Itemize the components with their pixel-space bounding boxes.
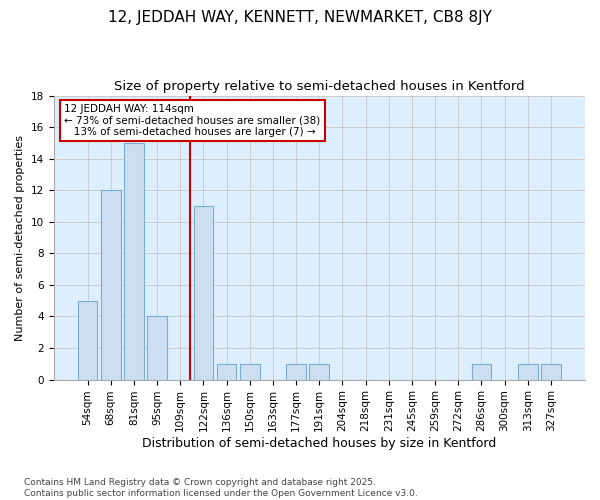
Bar <box>472 364 491 380</box>
Text: 12, JEDDAH WAY, KENNETT, NEWMARKET, CB8 8JY: 12, JEDDAH WAY, KENNETT, NEWMARKET, CB8 … <box>108 10 492 25</box>
Bar <box>286 364 306 380</box>
Text: Contains HM Land Registry data © Crown copyright and database right 2025.
Contai: Contains HM Land Registry data © Crown c… <box>24 478 418 498</box>
Bar <box>541 364 561 380</box>
Bar <box>194 206 213 380</box>
Bar <box>518 364 538 380</box>
Text: 12 JEDDAH WAY: 114sqm
← 73% of semi-detached houses are smaller (38)
   13% of s: 12 JEDDAH WAY: 114sqm ← 73% of semi-deta… <box>64 104 320 138</box>
Bar <box>217 364 236 380</box>
Bar <box>147 316 167 380</box>
X-axis label: Distribution of semi-detached houses by size in Kentford: Distribution of semi-detached houses by … <box>142 437 496 450</box>
Bar <box>77 300 97 380</box>
Bar <box>124 143 144 380</box>
Y-axis label: Number of semi-detached properties: Number of semi-detached properties <box>15 134 25 340</box>
Bar <box>310 364 329 380</box>
Bar <box>240 364 260 380</box>
Bar <box>101 190 121 380</box>
Title: Size of property relative to semi-detached houses in Kentford: Size of property relative to semi-detach… <box>114 80 524 93</box>
